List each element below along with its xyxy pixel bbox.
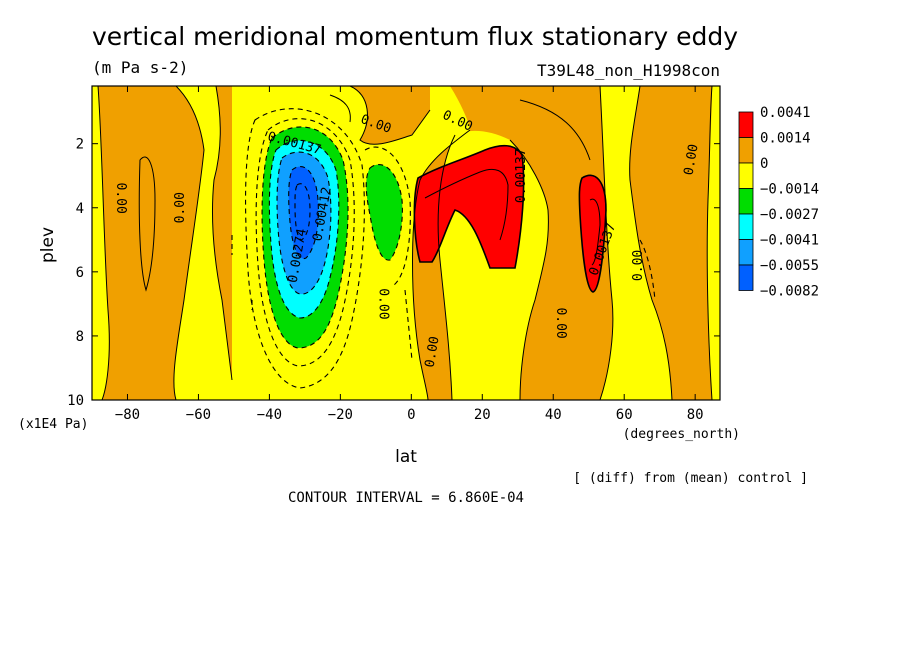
x-axis-units: (degrees_north) <box>623 427 740 442</box>
contour-lines <box>97 86 713 400</box>
colorbar-label: −0.0041 <box>760 233 819 249</box>
x-tick-label: 0 <box>407 407 415 423</box>
x-tick-label: −20 <box>328 407 353 423</box>
y-tick-label: 10 <box>67 393 84 409</box>
x-tick-label: 80 <box>687 407 704 423</box>
colorbar: 0.0041 0.0014 0 −0.0014 −0.0027 −0.0041 −0.005… <box>738 105 819 300</box>
colorbar-swatch <box>738 213 754 240</box>
colorbar-swatch <box>738 111 754 138</box>
colorbar-swatch <box>738 188 754 215</box>
y-tick-label: 4 <box>76 201 84 217</box>
colorbar-swatch <box>738 264 754 291</box>
colorbar-label: 0 <box>760 156 768 172</box>
colorbar-label: −0.0082 <box>760 284 819 300</box>
chart-title: vertical meridional momentum flux statio… <box>92 22 738 51</box>
negative-contours <box>231 108 656 389</box>
y-tick-label: 2 <box>76 137 84 153</box>
contour-label: 0.00 <box>631 250 646 281</box>
contour-label: 0.00 <box>682 143 702 176</box>
contour-label: 0.00 <box>375 288 390 319</box>
x-tick-label: 60 <box>616 407 633 423</box>
y-tick-label: 6 <box>76 265 84 281</box>
chart-experiment: T39L48_non_H1998con <box>537 61 720 80</box>
plot-frame <box>91 85 721 401</box>
y-axis-units: (x1E4 Pa) <box>18 417 88 432</box>
y-axis: 2 4 6 8 10 <box>67 137 720 409</box>
x-tick-label: 40 <box>545 407 562 423</box>
chart-units: (m Pa s-2) <box>92 58 188 77</box>
x-tick-label: −40 <box>257 407 282 423</box>
x-tick-label: −60 <box>186 407 211 423</box>
x-axis: −80 −60 −40 −20 0 20 40 60 80 <box>115 86 704 423</box>
y-axis-label: plev <box>38 227 58 263</box>
colorbar-label: −0.0014 <box>760 182 819 198</box>
contour-label: 0.00 <box>423 335 443 368</box>
contour-label: 0.00 <box>553 307 568 338</box>
comparison-note: [ (diff) from (mean) control ] <box>573 471 808 486</box>
colorbar-swatch <box>738 239 754 266</box>
contour-label: 0.00137 <box>514 148 529 203</box>
x-axis-label: lat <box>395 447 417 467</box>
colorbar-swatch <box>738 162 754 189</box>
x-tick-label: 20 <box>474 407 491 423</box>
colorbar-label: −0.0027 <box>760 207 819 223</box>
y-tick-label: 8 <box>76 329 84 345</box>
colorbar-label: 0.0041 <box>760 105 811 121</box>
contour-interval: CONTOUR INTERVAL = 6.860E-04 <box>288 490 524 506</box>
colorbar-label: −0.0055 <box>760 258 819 274</box>
contour-label: 0.00 <box>173 192 188 223</box>
contour-label: 0.00 <box>113 182 128 213</box>
colorbar-label: 0.0014 <box>760 131 811 147</box>
colorbar-swatch <box>738 137 754 164</box>
x-tick-label: −80 <box>115 407 140 423</box>
plot-area <box>92 86 720 400</box>
